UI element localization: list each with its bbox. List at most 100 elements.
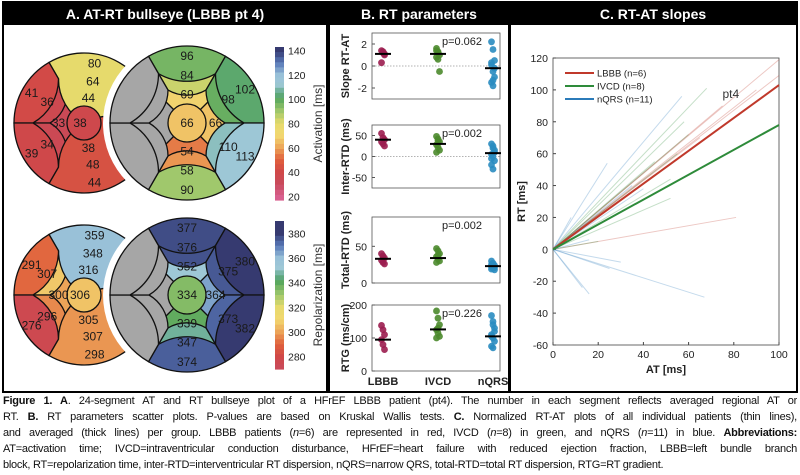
colorbar-band xyxy=(275,154,284,160)
colorbar-band xyxy=(275,47,284,53)
colorbar-band xyxy=(275,349,284,355)
y-axis-label: Inter-RTD (ms) xyxy=(340,118,352,195)
individual-patient-line xyxy=(552,248,705,298)
colorbar-band xyxy=(275,103,284,109)
colorbar-band xyxy=(275,174,284,181)
x-tick-label: 60 xyxy=(683,349,695,361)
individual-patient-line xyxy=(552,216,737,250)
colorbar-band xyxy=(275,118,284,125)
colorbar-tick-label: 320 xyxy=(288,302,306,314)
data-point xyxy=(434,251,442,259)
caption-text: =8) in green, and nQRS ( xyxy=(496,427,642,439)
activation-bullseye: 44 33 38 64 36 34 48 80 41 39 44 38 69 66 54 84 98 110 58 9… xyxy=(13,45,325,203)
individual-patient-line xyxy=(552,87,708,250)
y-tick-label: 100 xyxy=(530,85,548,97)
y-tick-label: -2 xyxy=(358,83,367,95)
segment-value: 307 xyxy=(37,267,57,281)
colorbar-band xyxy=(275,113,284,119)
y-axis-label: Total-RTD (ms) xyxy=(340,211,352,289)
colorbar-band xyxy=(275,299,284,306)
segment-value: 382 xyxy=(235,322,255,336)
segment-value: 300 xyxy=(48,288,68,302)
caption-text: n xyxy=(490,427,497,439)
y-tick-label: -20 xyxy=(533,276,548,288)
colorbar-band xyxy=(275,304,284,311)
caption-text: n xyxy=(641,427,648,439)
data-point xyxy=(489,82,497,90)
caption-line: RT. B. RT parameters scatter plots. P-va… xyxy=(3,409,797,425)
colorbar-label: Repolarization [ms] xyxy=(311,244,325,347)
rv-segment-center xyxy=(66,105,102,141)
p-value: p=0.002 xyxy=(442,220,482,232)
segment-value: 39 xyxy=(25,146,39,160)
legend-entry: IVCD (n=8) xyxy=(597,82,645,93)
caption-text: and averaged (thick lines) per group. LB… xyxy=(3,427,293,439)
segment-value: 38 xyxy=(73,116,87,130)
colorbar-band xyxy=(275,275,284,281)
colorbar-tick-label: 380 xyxy=(288,228,306,240)
x-tick-label: 0 xyxy=(550,349,556,361)
caption-text: AT=activation time; IVCD=intraventricula… xyxy=(3,443,797,455)
colorbar-band xyxy=(275,221,284,227)
segment-value: 364 xyxy=(205,288,225,302)
segment-value: 375 xyxy=(218,264,238,278)
data-point xyxy=(378,59,385,67)
colorbar-band xyxy=(275,133,284,140)
colorbar-band xyxy=(275,194,284,201)
data-point xyxy=(488,265,495,273)
p-value: p=0.002 xyxy=(442,128,482,140)
segment-value: 84 xyxy=(180,69,194,83)
group-mean-line xyxy=(552,84,780,251)
individual-patient-line xyxy=(552,239,590,250)
colorbar-band xyxy=(275,82,284,89)
y-tick-label: -60 xyxy=(533,340,548,352)
colorbar-band xyxy=(275,250,284,257)
individual-patient-line xyxy=(552,75,780,250)
segment-value: 34 xyxy=(41,137,55,151)
caption-text: B. xyxy=(27,411,39,423)
individual-patient-line xyxy=(552,248,621,263)
segment-value: 374 xyxy=(177,355,197,369)
y-tick-label: 60 xyxy=(536,149,548,161)
segment-value: 41 xyxy=(25,86,39,100)
panel-b-title-bar xyxy=(329,2,509,25)
x-tick-label: 80 xyxy=(728,349,740,361)
segment-value: 110 xyxy=(219,140,238,154)
data-point xyxy=(489,46,497,53)
colorbar-band xyxy=(275,67,284,74)
data-point xyxy=(381,260,388,268)
segment-value: 58 xyxy=(180,164,194,178)
lv-segment xyxy=(109,55,160,124)
colorbar-tick-label: 80 xyxy=(288,119,300,131)
caption-text: RT. xyxy=(3,411,28,423)
colorbar-band xyxy=(275,309,284,316)
x-tick-label: 100 xyxy=(770,349,788,361)
lv-segment xyxy=(109,294,160,363)
caption-text: n xyxy=(292,427,299,439)
y-tick-label: 100 xyxy=(349,333,367,345)
y-tick-label: 0 xyxy=(361,152,367,164)
data-point xyxy=(433,148,440,156)
colorbar: 280 300 320 340 360 380 Repolarization [ms] xyxy=(275,221,325,370)
segment-value: 291 xyxy=(22,258,42,272)
pt4-annotation: pt4 xyxy=(723,87,740,101)
scatter-subplot: -2 0 2 Slope RT-AT p=0.062 xyxy=(340,32,501,100)
segment-value: 359 xyxy=(84,228,104,242)
colorbar-band xyxy=(275,72,284,79)
segment-value: 36 xyxy=(41,95,55,109)
colorbar-band xyxy=(275,77,284,84)
data-point xyxy=(489,321,497,329)
segment-value: 33 xyxy=(52,116,66,130)
data-point xyxy=(489,165,497,173)
colorbar-band xyxy=(275,235,284,242)
segment-value: 380 xyxy=(235,255,255,269)
panel-b-title: B. RT parameters xyxy=(361,6,477,22)
data-point xyxy=(434,137,442,144)
panel-c-title-bar xyxy=(510,2,797,25)
colorbar-band xyxy=(275,164,284,170)
individual-patient-line xyxy=(552,249,590,295)
colorbar-band xyxy=(275,314,284,321)
